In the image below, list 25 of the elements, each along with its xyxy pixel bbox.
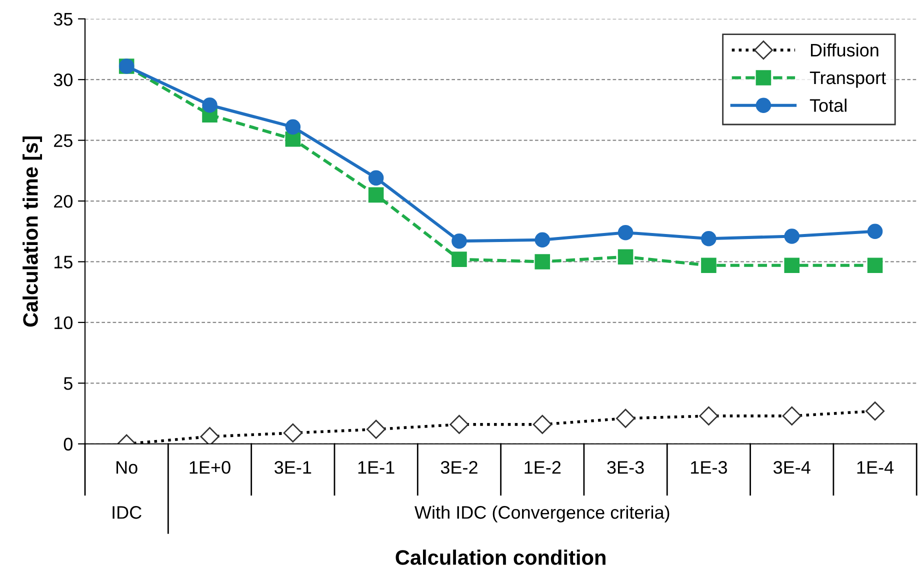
- x-tick-label: 3E-4: [773, 461, 810, 474]
- y-tick-label: 30: [54, 74, 72, 86]
- x-tick-label: 1E-2: [524, 461, 561, 474]
- y-tick-label: 10: [54, 316, 72, 330]
- y-tick-label: 15: [54, 256, 72, 268]
- y-tick-label: 0: [64, 438, 72, 451]
- x-axis-title: Calculation condition: [396, 550, 606, 565]
- text: IDC: [112, 506, 142, 519]
- x-tick-label: 3E-1: [274, 461, 312, 474]
- text: With IDC (Convergence criteria): [414, 506, 670, 522]
- y-tick-label: 20: [54, 194, 72, 208]
- x-tick-label: 3E-3: [607, 461, 644, 474]
- y-axis-title: Calculation time [s]: [22, 136, 42, 327]
- y-tick-label: 35: [54, 12, 72, 26]
- y-tick-label: 25: [54, 134, 72, 148]
- x-tick-label: No: [116, 461, 138, 474]
- legend-label: Diffusion: [810, 43, 878, 57]
- legend-label: Total: [810, 98, 846, 112]
- x-tick-label: 1E-4: [857, 461, 894, 474]
- legend-label: Transport: [810, 72, 886, 88]
- y-tick-label: 5: [64, 377, 72, 390]
- x-tick-label: 1E-1: [358, 461, 394, 474]
- x-tick-label: 3E-2: [440, 461, 478, 474]
- x-tick-label: 1E+0: [190, 461, 230, 474]
- x-tick-label: 1E-3: [691, 461, 727, 474]
